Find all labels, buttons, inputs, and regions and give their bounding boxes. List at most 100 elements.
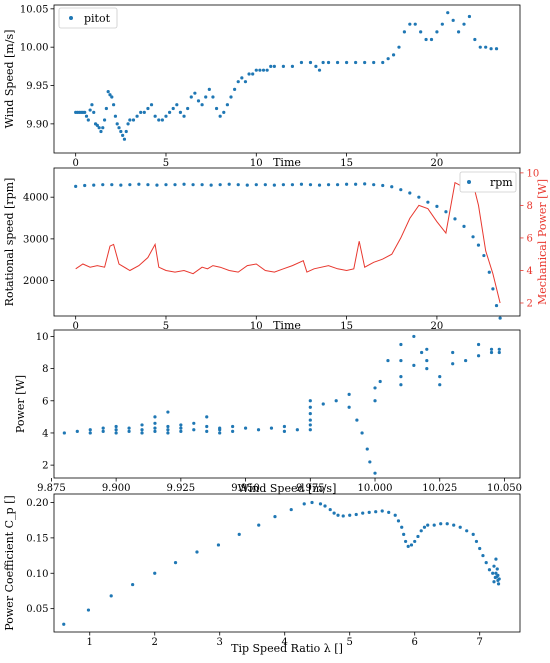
x-tick-label: 10.000 bbox=[358, 483, 393, 494]
data-point-cp bbox=[445, 522, 449, 526]
data-point-pitot bbox=[92, 110, 96, 114]
data-point-pitot bbox=[113, 114, 118, 118]
data-point-cp bbox=[273, 515, 277, 519]
data-point-pitot bbox=[193, 91, 197, 95]
data-point-power bbox=[295, 428, 299, 432]
data-point-rpm bbox=[444, 210, 448, 214]
data-point-pitot bbox=[363, 60, 367, 65]
data-point-pitot bbox=[372, 60, 376, 65]
x-tick-label: 7 bbox=[477, 637, 483, 648]
data-point-power bbox=[205, 429, 209, 433]
data-point-rpm bbox=[476, 243, 481, 247]
data-point-power bbox=[127, 426, 131, 430]
y-tick-label: 10.00 bbox=[20, 43, 49, 54]
data-point-rpm bbox=[164, 183, 168, 187]
data-point-power bbox=[140, 423, 144, 427]
data-point-power bbox=[308, 428, 312, 432]
legend-frame-1 bbox=[58, 7, 118, 29]
data-point-rpm bbox=[335, 183, 340, 187]
data-point-pitot bbox=[86, 118, 90, 122]
y-axis-ticks-2: 2000 3000 4000 bbox=[23, 193, 54, 287]
y2-tick-label: 10 bbox=[527, 168, 540, 179]
data-point-cp bbox=[426, 523, 430, 527]
data-point-cp bbox=[497, 577, 501, 581]
data-point-rpm bbox=[345, 182, 349, 186]
legend-marker-pitot bbox=[69, 16, 73, 20]
data-point-rpm bbox=[482, 253, 486, 258]
data-point-pitot bbox=[218, 114, 222, 118]
data-point-pitot bbox=[204, 95, 208, 99]
data-point-pitot bbox=[110, 95, 114, 99]
data-point-pitot bbox=[225, 103, 229, 107]
x-tick-label: 10 bbox=[250, 158, 263, 169]
data-point-power bbox=[373, 399, 377, 403]
data-point-power bbox=[179, 423, 183, 427]
data-point-pitot bbox=[408, 22, 412, 26]
legend-2: rpm bbox=[459, 171, 517, 193]
y-tick-label: 0.15 bbox=[26, 533, 48, 544]
data-point-pitot bbox=[308, 60, 313, 65]
data-point-power bbox=[399, 375, 403, 379]
x-tick-label: 4 bbox=[282, 637, 288, 648]
legend-1: pitot bbox=[58, 7, 118, 29]
y-axis-label-4: Power Coefficient C_p [] bbox=[3, 495, 16, 630]
data-point-pitot bbox=[167, 110, 172, 114]
data-point-cp bbox=[400, 525, 404, 529]
data-point-pitot bbox=[175, 103, 179, 107]
x-tick-label: 6 bbox=[412, 637, 418, 648]
data-point-pitot bbox=[272, 64, 276, 68]
axes-frame-2 bbox=[53, 167, 521, 317]
x-tick-label: 5 bbox=[163, 321, 169, 332]
data-point-pitot bbox=[299, 60, 304, 65]
data-point-cp bbox=[323, 504, 327, 508]
y2-axis-label-2: Mechanical Power [W] bbox=[536, 179, 549, 305]
data-point-power bbox=[451, 350, 455, 355]
data-point-power bbox=[114, 431, 118, 435]
data-point-power bbox=[425, 367, 429, 371]
data-point-power bbox=[88, 431, 92, 435]
data-point-rpm bbox=[191, 183, 195, 187]
data-point-cp bbox=[494, 557, 498, 561]
data-point-power bbox=[497, 347, 501, 351]
data-point-cp bbox=[404, 539, 408, 544]
data-point-rpm bbox=[101, 183, 105, 187]
data-point-pitot bbox=[451, 18, 455, 22]
data-point-pitot bbox=[214, 106, 219, 111]
data-point-cp bbox=[487, 568, 492, 572]
data-point-power bbox=[489, 347, 494, 351]
data-point-pitot bbox=[178, 110, 183, 114]
data-point-rpm bbox=[487, 270, 491, 274]
data-point-power bbox=[153, 426, 157, 430]
data-point-rpm bbox=[462, 224, 466, 228]
data-point-pitot bbox=[489, 47, 493, 51]
data-point-rpm bbox=[272, 183, 276, 187]
data-point-pitot bbox=[354, 60, 358, 65]
data-point-rpm bbox=[290, 183, 295, 187]
data-point-power bbox=[166, 424, 170, 429]
data-point-rpm bbox=[354, 182, 358, 186]
data-point-pitot bbox=[381, 60, 385, 65]
y2-tick-label: 8 bbox=[527, 201, 533, 212]
axes-frame-4 bbox=[53, 493, 521, 633]
data-point-cp bbox=[439, 522, 443, 526]
x-tick-label: 2 bbox=[152, 637, 158, 648]
data-point-rpm bbox=[74, 184, 78, 188]
data-point-cp bbox=[318, 502, 323, 506]
x-tick-label: 3 bbox=[217, 637, 223, 648]
data-point-pitot bbox=[429, 37, 434, 42]
data-point-cp bbox=[396, 519, 401, 523]
y-axis-label-1: Wind Speed [m/s] bbox=[3, 30, 16, 129]
data-point-cp bbox=[416, 534, 420, 539]
data-point-rpm bbox=[408, 191, 412, 195]
data-point-rpm bbox=[200, 183, 204, 187]
plot-area-3 bbox=[62, 334, 501, 475]
data-point-pitot bbox=[122, 137, 127, 141]
data-point-power bbox=[308, 405, 312, 409]
data-point-cp bbox=[413, 539, 417, 544]
y-tick-label: 2 bbox=[42, 461, 48, 472]
data-point-power bbox=[62, 431, 66, 435]
data-point-pitot bbox=[435, 30, 439, 34]
x-tick-label: 5 bbox=[347, 637, 353, 648]
data-point-pitot bbox=[281, 64, 285, 68]
